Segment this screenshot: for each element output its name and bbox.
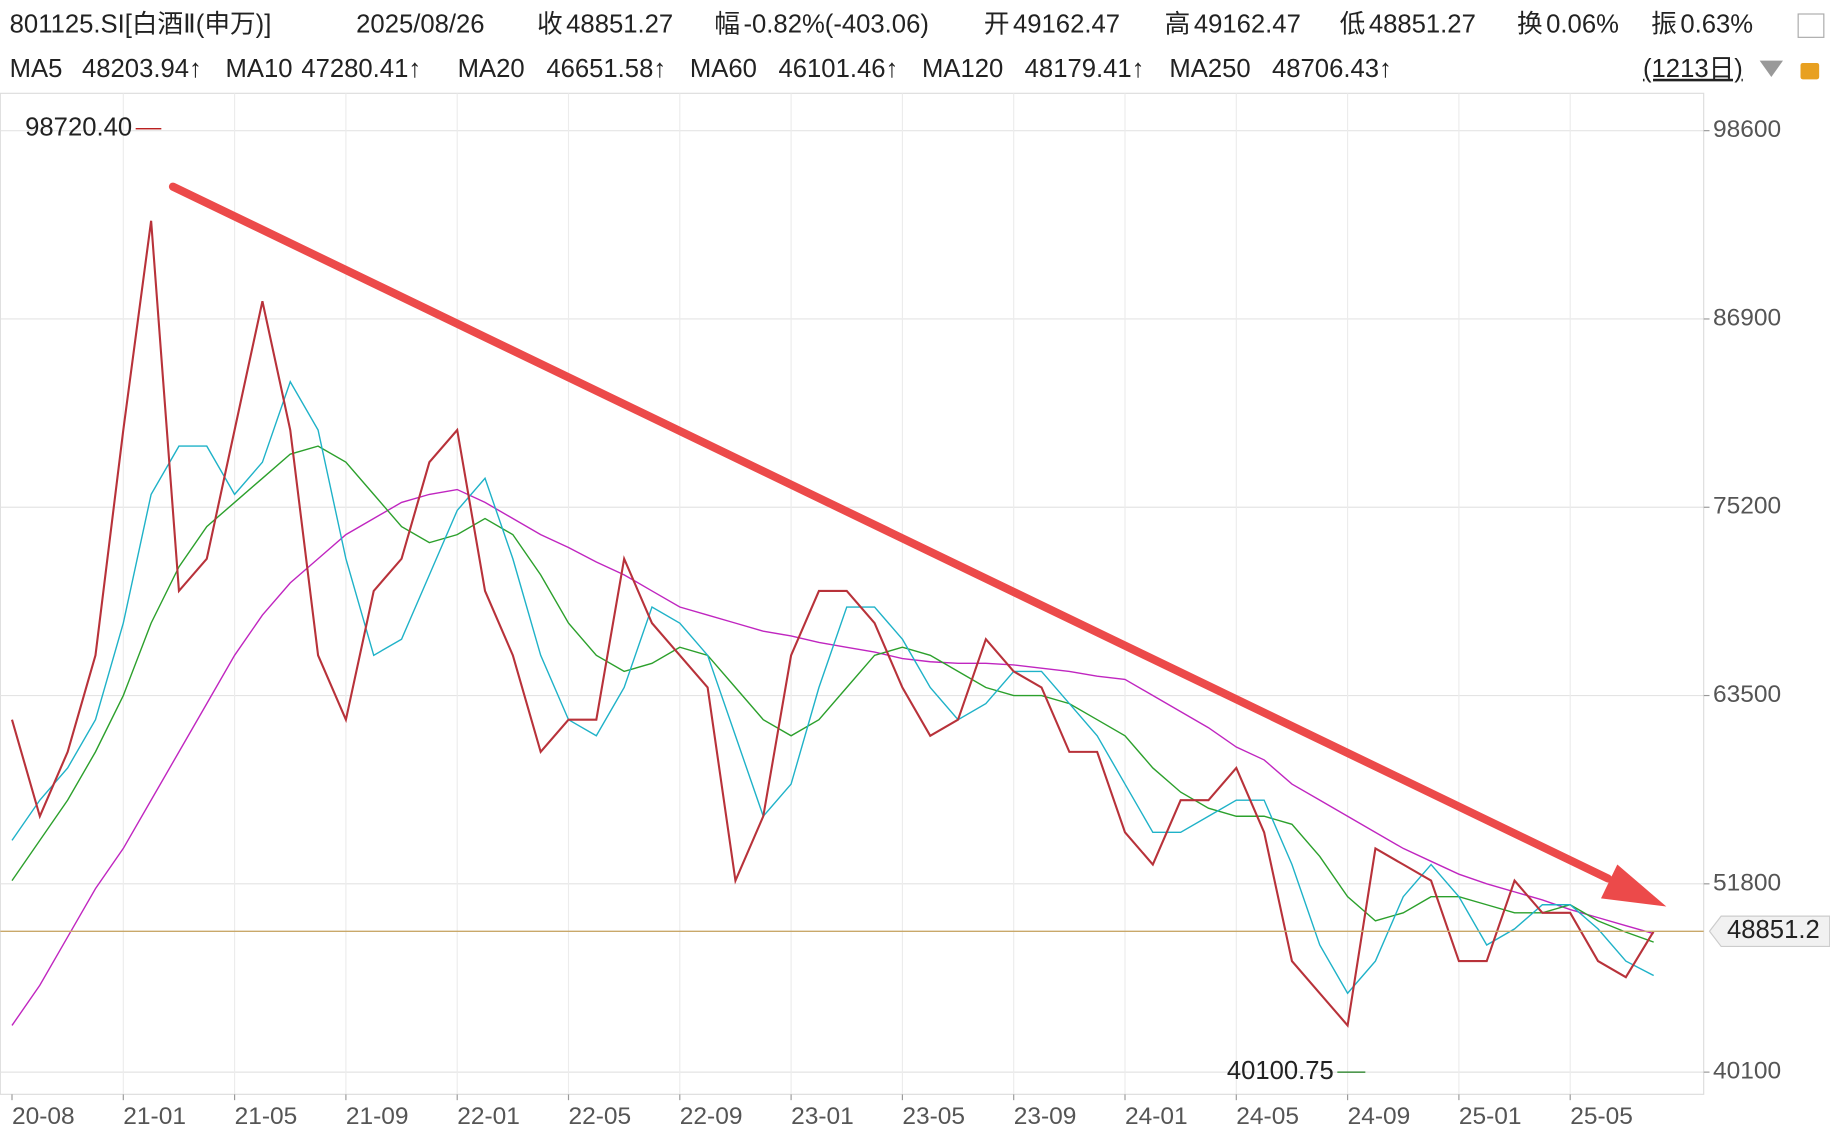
x-tick-label: 24-01 (1125, 1103, 1188, 1130)
legend-name: MA120 (922, 55, 1003, 83)
ma-line (11, 488, 1654, 1026)
x-tick-label: 21-09 (346, 1103, 409, 1130)
plot-frame (0, 92, 1705, 1095)
legend-value: 46101.46↑ (779, 55, 899, 83)
quote-value: 48851.27 (1369, 10, 1476, 38)
quote-label: 高 (1165, 9, 1191, 38)
date: 2025/08/26 (356, 10, 484, 38)
legend-name: MA250 (1169, 55, 1250, 83)
legend-value: 46651.58↑ (546, 55, 666, 83)
x-tick-label: 25-01 (1459, 1103, 1522, 1130)
x-tick-label: 20-08 (12, 1103, 75, 1130)
y-tick-label: 40100 (1713, 1058, 1781, 1085)
quote-value: 0.63% (1680, 10, 1753, 38)
lock-icon[interactable] (1800, 63, 1820, 80)
legend-name: MA10 (226, 55, 293, 83)
max-label: 98720.40 (25, 114, 132, 142)
quote-label: 换 (1517, 9, 1543, 38)
x-tick-label: 21-05 (235, 1103, 298, 1130)
period[interactable]: (1213日) (1643, 55, 1743, 83)
ma-line (11, 445, 1654, 943)
y-tick-label: 98600 (1713, 116, 1781, 143)
x-tick-label: 22-01 (457, 1103, 520, 1130)
quote-value: -0.82%(-403.06) (744, 10, 929, 38)
y-tick-label: 63500 (1713, 681, 1781, 708)
annotations: 48851.2 98720.40 40100.75 (0, 114, 1830, 1085)
x-tick-label: 23-05 (902, 1103, 965, 1130)
y-tick-label: 51800 (1713, 869, 1781, 896)
legend-value: 48179.41↑ (1025, 55, 1145, 83)
legend-value: 48203.94↑ (82, 55, 202, 83)
quote-value: 49162.47 (1194, 10, 1301, 38)
quote-value: 0.06% (1546, 10, 1619, 38)
x-tick-label: 22-09 (680, 1103, 743, 1130)
x-tick-label: 23-09 (1014, 1103, 1077, 1130)
y-tick-label: 75200 (1713, 493, 1781, 520)
trend-arrow (168, 182, 1613, 883)
trend-arrow-head (1601, 864, 1667, 907)
quote-label: 低 (1340, 9, 1366, 38)
last-price-label: 48851.2 (1727, 916, 1820, 944)
lines (10, 220, 1655, 1028)
x-tick-label: 24-09 (1348, 1103, 1411, 1130)
quote-label: 幅 (714, 9, 740, 38)
legend-value: 47280.41↑ (301, 55, 421, 83)
code: 801125.SI[白酒Ⅱ(申万)] (10, 9, 272, 38)
quote-label: 振 (1651, 9, 1677, 38)
legend-name: MA20 (458, 55, 525, 83)
quote-value: 49162.47 (1013, 10, 1120, 38)
min-label: 40100.75 (1227, 1057, 1334, 1085)
legend-name: MA60 (690, 55, 757, 83)
legend-name: MA5 (10, 55, 63, 83)
x-tick-label: 22-05 (568, 1103, 631, 1130)
axes: 40100 51800 63500 75200 86900 98600 20-08 21-01… (11, 116, 1781, 1130)
grid (0, 93, 1704, 1095)
y-tick-label: 86900 (1713, 304, 1781, 331)
x-tick-label: 23-01 (791, 1103, 854, 1130)
dropdown-icon[interactable] (1759, 60, 1783, 77)
quote-label: 开 (984, 10, 1010, 38)
x-tick-label: 21-01 (123, 1103, 186, 1130)
wp-icon[interactable] (1797, 13, 1825, 38)
x-tick-label: 25-05 (1570, 1103, 1633, 1130)
legend-value: 48706.43↑ (1272, 55, 1392, 83)
price-line (10, 220, 1655, 1028)
ma-line (11, 380, 1654, 995)
quote-value: 48851.27 (566, 10, 673, 38)
quote-label: 收 (537, 9, 563, 38)
x-tick-label: 24-05 (1236, 1103, 1299, 1130)
